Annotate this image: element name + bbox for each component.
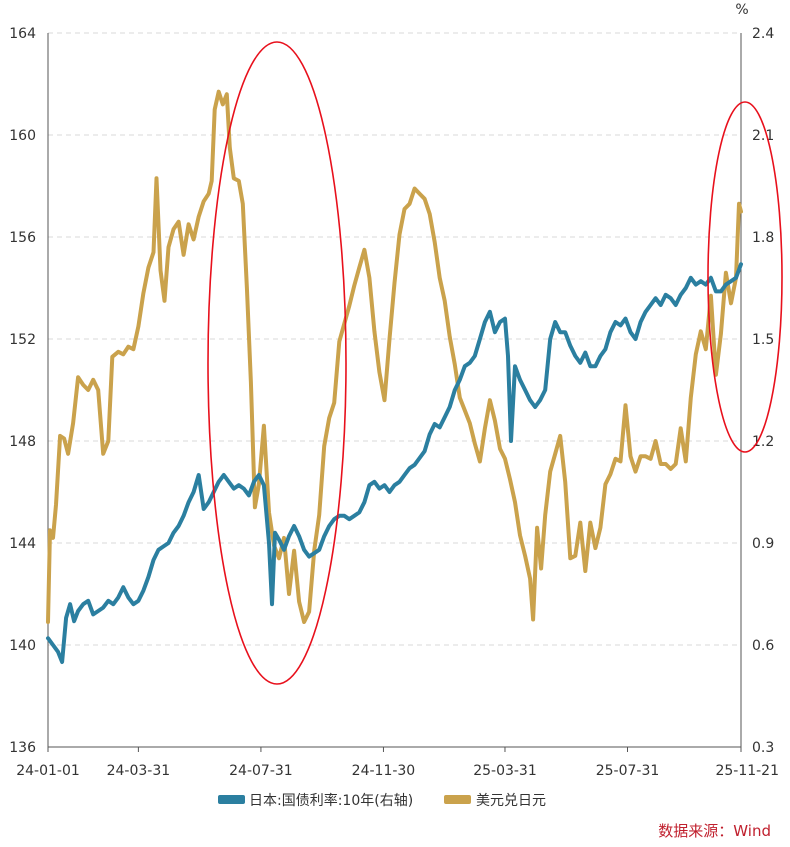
annotation-group bbox=[207, 41, 783, 685]
series-line-jgb-10y bbox=[46, 262, 743, 664]
right-tick-label: 1.5 bbox=[752, 332, 774, 348]
series-group bbox=[46, 89, 743, 664]
right-tick-label: 2.1 bbox=[752, 128, 774, 144]
x-tick-label: 24-07-31 bbox=[229, 763, 293, 779]
x-tick-label: 25-07-31 bbox=[596, 763, 660, 779]
left-tick-label: 160 bbox=[9, 128, 36, 144]
legend-swatch-usdjpy bbox=[444, 795, 471, 804]
right-axis-unit: % bbox=[735, 2, 748, 18]
legend-label-jgb: 日本:国债利率:10年(右轴) bbox=[249, 792, 413, 809]
right-tick-label: 0.9 bbox=[752, 536, 774, 552]
x-tick-label: 24-03-31 bbox=[107, 763, 171, 779]
left-tick-label: 148 bbox=[9, 434, 36, 450]
right-tick-label: 2.4 bbox=[752, 26, 774, 42]
gridlines bbox=[48, 32, 741, 646]
left-tick-label: 144 bbox=[9, 536, 36, 552]
left-tick-label: 164 bbox=[9, 26, 36, 42]
right-tick-label: 1.8 bbox=[752, 230, 774, 246]
x-tick-label: 25-11-21 bbox=[715, 763, 779, 779]
right-tick-label: 0.3 bbox=[752, 740, 774, 756]
left-axis-ticks: 136 140 144 148 152 156 160 164 bbox=[9, 26, 36, 756]
left-tick-label: 136 bbox=[9, 740, 36, 756]
annotation-ellipse-2025 bbox=[707, 101, 783, 453]
legend-label-usdjpy: 美元兑日元 bbox=[476, 793, 546, 809]
legend-swatch-jgb bbox=[218, 795, 245, 804]
right-tick-label: 0.6 bbox=[752, 638, 774, 654]
source-note: 数据来源：Wind bbox=[658, 822, 771, 840]
right-axis-ticks: 0.3 0.6 0.9 1.2 1.5 1.8 2.1 2.4 bbox=[752, 26, 774, 756]
legend: 日本:国债利率:10年(右轴) 美元兑日元 bbox=[218, 792, 546, 809]
right-tick-label: 1.2 bbox=[752, 434, 774, 450]
x-tick-label: 25-03-31 bbox=[473, 763, 537, 779]
axes bbox=[47, 33, 742, 748]
x-tick-label: 24-01-01 bbox=[16, 763, 80, 779]
x-axis-ticks: 24-01-01 24-03-31 24-07-31 24-11-30 25-03-31… bbox=[16, 747, 779, 779]
left-tick-label: 156 bbox=[9, 230, 36, 246]
series-line-usdjpy bbox=[46, 89, 743, 624]
left-tick-label: 140 bbox=[9, 638, 36, 654]
left-tick-label: 152 bbox=[9, 332, 36, 348]
annotation-ellipse-2024 bbox=[207, 41, 347, 685]
x-tick-label: 24-11-30 bbox=[352, 763, 416, 779]
